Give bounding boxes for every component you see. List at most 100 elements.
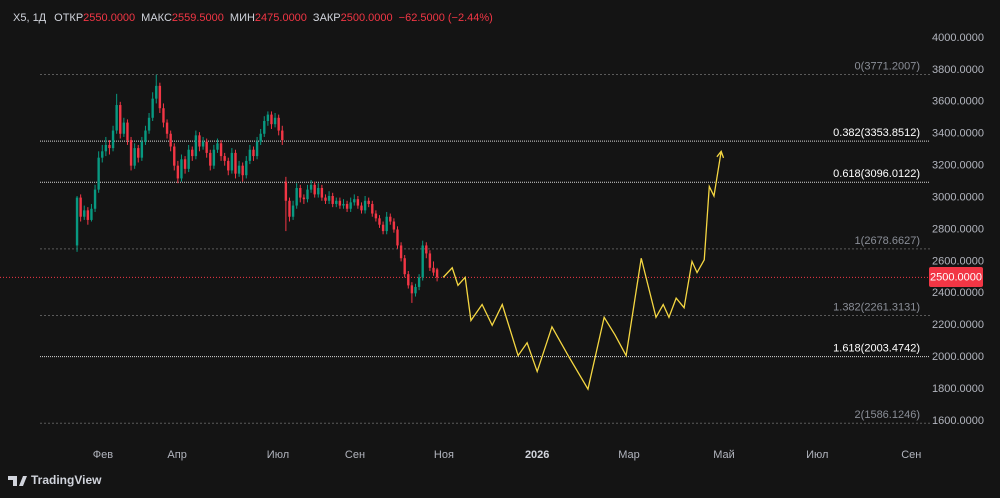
candle-body bbox=[158, 85, 162, 109]
candle-body bbox=[435, 269, 439, 278]
candle-body bbox=[288, 200, 291, 217]
logo-icon bbox=[8, 476, 27, 486]
x-tick-label: Мар bbox=[618, 449, 640, 461]
candle-body bbox=[205, 141, 208, 153]
candle-body bbox=[270, 114, 273, 125]
candle-body bbox=[252, 149, 255, 157]
legend-field-value: 2475.0000 bbox=[255, 12, 307, 24]
candle-body bbox=[324, 197, 327, 201]
candle-body bbox=[371, 203, 374, 214]
candle-body bbox=[133, 148, 136, 166]
candle-body bbox=[201, 141, 205, 147]
candle-body bbox=[317, 188, 320, 195]
candle-body bbox=[417, 277, 421, 287]
x-tick-label: 2026 bbox=[525, 449, 549, 461]
candle-body bbox=[367, 200, 370, 204]
candle-body bbox=[320, 188, 324, 198]
candle-body bbox=[284, 181, 288, 201]
legend-field-label: ОТКР bbox=[54, 12, 83, 24]
candle-body bbox=[86, 210, 90, 220]
y-tick-label: 2200.0000 bbox=[932, 319, 984, 331]
y-tick-label: 2000.0000 bbox=[932, 351, 984, 363]
legend-change: −62.5000 (−2.44%) bbox=[399, 12, 493, 24]
candle-body bbox=[111, 130, 115, 149]
legend-field-value: 2559.5000 bbox=[172, 12, 224, 24]
candle-body bbox=[75, 197, 79, 246]
candle-body bbox=[83, 210, 86, 217]
candle-body bbox=[273, 117, 277, 125]
candle-body bbox=[299, 188, 302, 198]
fib-label: 0.382(3353.8512) bbox=[833, 127, 920, 139]
candle-body bbox=[349, 202, 352, 209]
candle-body bbox=[313, 184, 316, 195]
logo: TradingView bbox=[8, 473, 102, 487]
candle-body bbox=[403, 258, 406, 275]
candle-body bbox=[126, 122, 129, 141]
candle-body bbox=[165, 122, 169, 134]
legend-field-value: 2500.0000 bbox=[341, 12, 393, 24]
candle-body bbox=[356, 199, 360, 206]
fib-label: 1.382(2261.3131) bbox=[833, 301, 920, 313]
x-tick-label: Сен bbox=[345, 449, 365, 461]
candle-body bbox=[309, 184, 313, 190]
candle-body bbox=[378, 218, 381, 225]
last-price-box bbox=[929, 267, 983, 287]
candle-body bbox=[122, 122, 126, 134]
y-tick-label: 3600.0000 bbox=[932, 96, 984, 108]
candle-body bbox=[173, 146, 176, 166]
candle-body bbox=[291, 205, 295, 217]
legend-field-value: 2550.0000 bbox=[83, 12, 135, 24]
candle-body bbox=[245, 160, 248, 176]
y-tick-label: 3800.0000 bbox=[932, 64, 984, 76]
legend-field-label: ЗАКР bbox=[313, 12, 341, 24]
candle-body bbox=[194, 135, 198, 157]
y-tick-label: 3200.0000 bbox=[932, 160, 984, 172]
x-tick-label: Апр bbox=[167, 449, 186, 461]
fib-label: 2(1586.1246) bbox=[855, 409, 920, 421]
candle-body bbox=[147, 117, 151, 131]
y-tick-label: 4000.0000 bbox=[932, 32, 984, 44]
candle-body bbox=[399, 245, 403, 259]
candle-body bbox=[396, 229, 399, 246]
candle-body bbox=[259, 133, 262, 142]
candle-body bbox=[421, 245, 424, 278]
x-tick-label: Фев bbox=[93, 449, 113, 461]
candle-body bbox=[374, 213, 378, 219]
candle-body bbox=[410, 285, 414, 294]
fib-label: 1(2678.6627) bbox=[855, 235, 920, 247]
candle-body bbox=[79, 197, 82, 217]
fib-label: 0(3771.2007) bbox=[855, 60, 920, 72]
candle-body bbox=[345, 203, 349, 209]
candle-body bbox=[108, 144, 111, 149]
candle-body bbox=[93, 189, 97, 209]
candle-body bbox=[277, 117, 280, 131]
candle-body bbox=[414, 286, 417, 294]
fib-label: 0.618(3096.0122) bbox=[833, 168, 920, 180]
projection-arrowhead bbox=[716, 149, 725, 159]
candle-body bbox=[216, 143, 219, 150]
candle-body bbox=[209, 152, 212, 166]
x-tick-label: Сен bbox=[901, 449, 921, 461]
candle-body bbox=[255, 141, 259, 157]
candle-body bbox=[90, 208, 93, 220]
candle-body bbox=[385, 216, 388, 232]
legend-field-label: МИН bbox=[230, 12, 255, 24]
candles bbox=[75, 74, 439, 303]
candle-body bbox=[306, 189, 309, 200]
candle-body bbox=[241, 165, 244, 176]
legend-field-label: МАКС bbox=[141, 12, 172, 24]
logo-text: TradingView bbox=[31, 473, 102, 487]
y-tick-label: 2400.0000 bbox=[932, 287, 984, 299]
projection-line bbox=[442, 151, 722, 391]
candle-body bbox=[237, 165, 241, 174]
candle-body bbox=[335, 200, 338, 204]
candle-body bbox=[363, 200, 367, 211]
candle-body bbox=[129, 140, 133, 166]
y-tick-label: 2600.0000 bbox=[932, 255, 984, 267]
candle-body bbox=[428, 253, 432, 268]
candle-body bbox=[223, 156, 226, 161]
x-tick-label: Июл bbox=[806, 449, 828, 461]
x-tick-label: Июл bbox=[267, 449, 289, 461]
candle-body bbox=[338, 200, 342, 206]
